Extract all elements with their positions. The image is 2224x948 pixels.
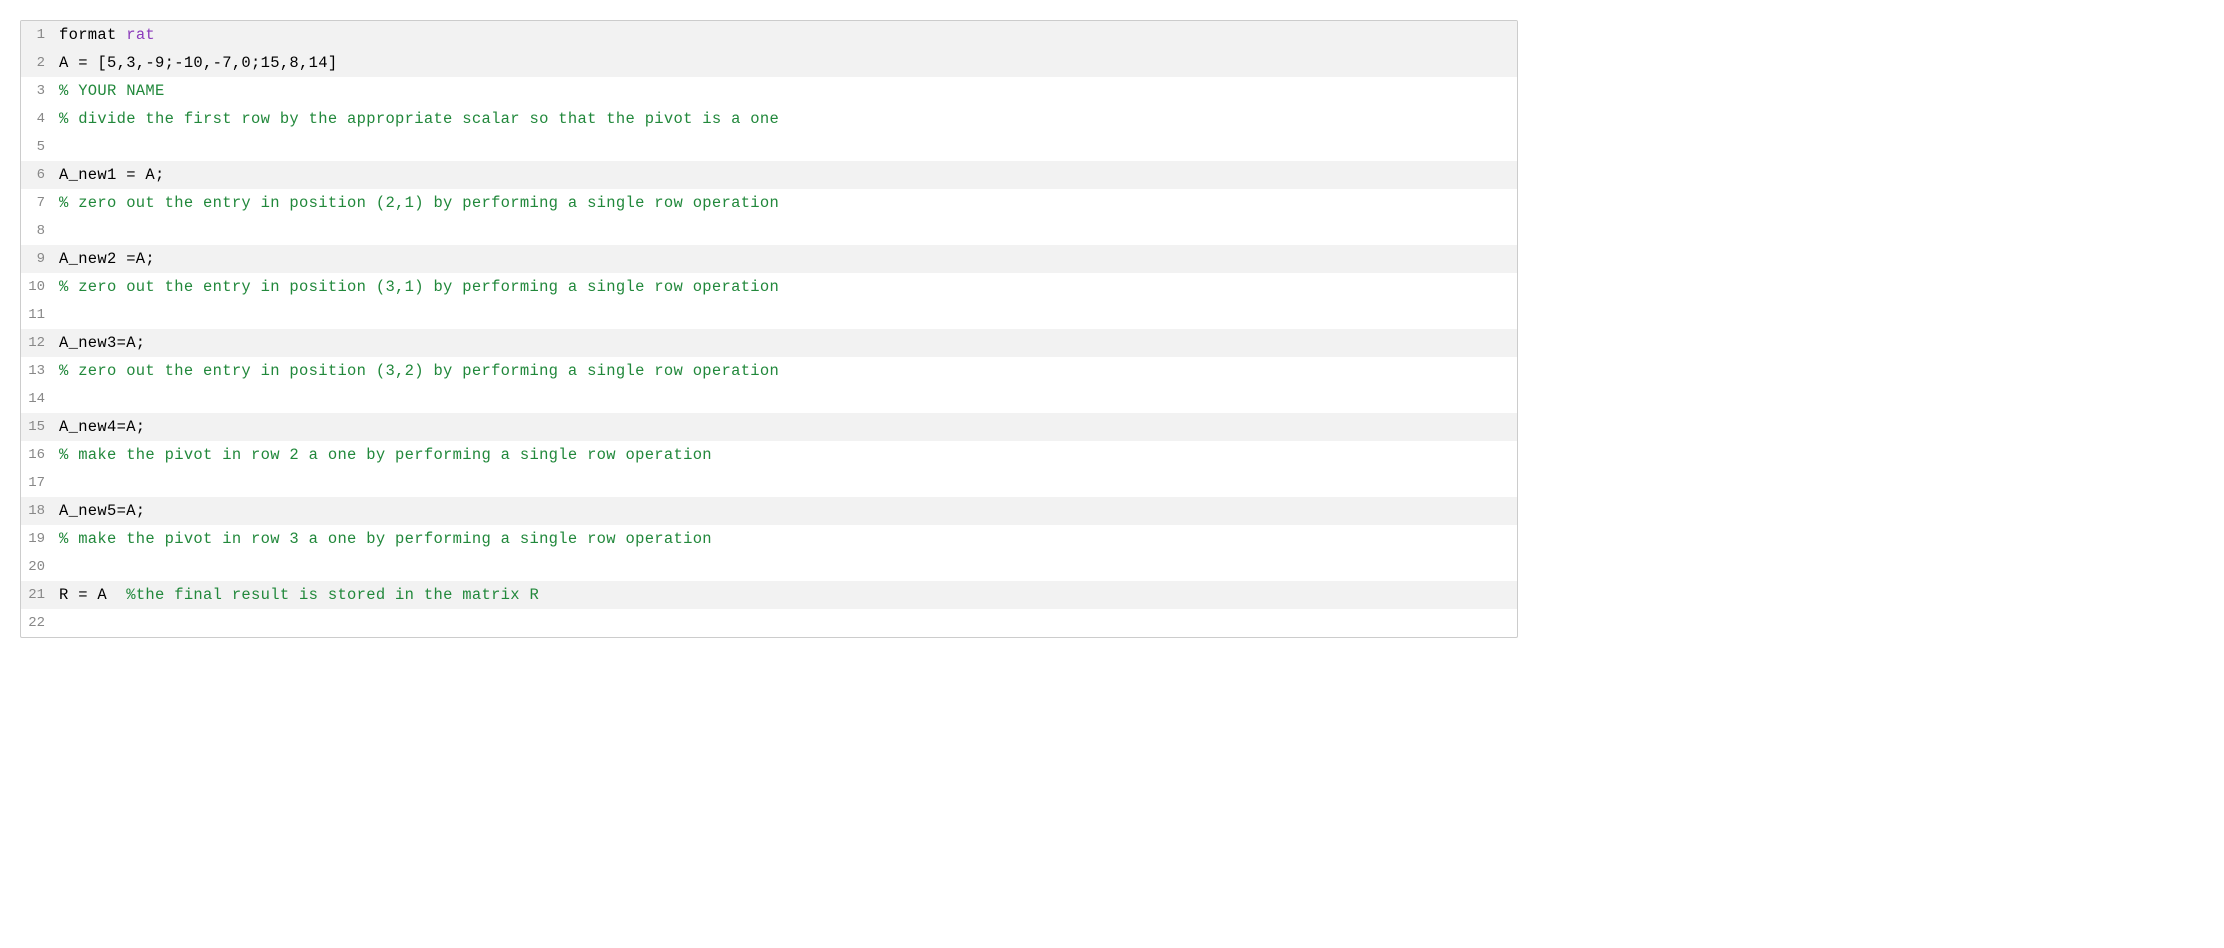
code-token-default: A_new1 = A; [59, 166, 165, 184]
line-number: 4 [21, 105, 53, 133]
code-line[interactable]: 13 % zero out the entry in position (3,2)… [21, 357, 1517, 385]
code-token-keyword: rat [126, 26, 155, 44]
code-line[interactable]: 16 % make the pivot in row 2 a one by per… [21, 441, 1517, 469]
line-content[interactable] [53, 133, 1517, 161]
line-content[interactable]: % YOUR NAME [53, 77, 1517, 105]
code-line[interactable]: 17 [21, 469, 1517, 497]
line-number: 20 [21, 553, 53, 581]
code-line[interactable]: 2 A = [5,3,-9;-10,-7,0;15,8,14] [21, 49, 1517, 77]
code-token-default: A_new2 =A; [59, 250, 155, 268]
code-line[interactable]: 6 A_new1 = A; [21, 161, 1517, 189]
line-content[interactable]: % zero out the entry in position (3,1) b… [53, 273, 1517, 301]
line-number: 15 [21, 413, 53, 441]
code-line[interactable]: 9 A_new2 =A; [21, 245, 1517, 273]
code-line[interactable]: 19 % make the pivot in row 3 a one by per… [21, 525, 1517, 553]
line-number: 18 [21, 497, 53, 525]
code-token-default: format [59, 26, 126, 44]
line-content[interactable]: % make the pivot in row 2 a one by perfo… [53, 441, 1517, 469]
line-content[interactable]: R = A %the final result is stored in the… [53, 581, 1517, 609]
line-number: 16 [21, 441, 53, 469]
line-content[interactable] [53, 469, 1517, 497]
line-number: 8 [21, 217, 53, 245]
line-content[interactable] [53, 217, 1517, 245]
code-line[interactable]: 21R = A %the final result is stored in t… [21, 581, 1517, 609]
line-content[interactable]: A_new5=A; [53, 497, 1517, 525]
line-content[interactable] [53, 385, 1517, 413]
code-token-default: A = [5,3,-9;-10,-7,0;15,8,14] [59, 54, 337, 72]
code-line[interactable]: 8 [21, 217, 1517, 245]
code-token-comment: %the final result is stored in the matri… [126, 586, 539, 604]
code-editor[interactable]: 1format rat2A = [5,3,-9;-10,-7,0;15,8,14… [20, 20, 1518, 638]
code-line[interactable]: 22 [21, 609, 1517, 637]
code-line[interactable]: 11 [21, 301, 1517, 329]
line-number: 12 [21, 329, 53, 357]
line-number: 9 [21, 245, 53, 273]
code-line[interactable]: 15 A_new4=A; [21, 413, 1517, 441]
code-line[interactable]: 18 A_new5=A; [21, 497, 1517, 525]
code-token-comment: % zero out the entry in position (2,1) b… [59, 194, 779, 212]
line-number: 6 [21, 161, 53, 189]
line-number: 2 [21, 49, 53, 77]
line-content[interactable] [53, 553, 1517, 581]
code-token-comment: % zero out the entry in position (3,1) b… [59, 278, 779, 296]
line-number: 3 [21, 77, 53, 105]
line-number: 22 [21, 609, 53, 637]
line-content[interactable]: A_new4=A; [53, 413, 1517, 441]
code-line[interactable]: 1format rat [21, 21, 1517, 49]
line-content[interactable] [53, 301, 1517, 329]
line-content[interactable]: % divide the first row by the appropriat… [53, 105, 1517, 133]
line-content[interactable]: % zero out the entry in position (3,2) b… [53, 357, 1517, 385]
line-content[interactable]: format rat [53, 21, 1517, 49]
code-token-comment: % make the pivot in row 2 a one by perfo… [59, 446, 712, 464]
line-content[interactable]: A = [5,3,-9;-10,-7,0;15,8,14] [53, 49, 1517, 77]
line-number: 17 [21, 469, 53, 497]
line-content[interactable] [53, 609, 1517, 637]
line-number: 10 [21, 273, 53, 301]
line-number: 11 [21, 301, 53, 329]
line-content[interactable]: A_new2 =A; [53, 245, 1517, 273]
line-content[interactable]: A_new1 = A; [53, 161, 1517, 189]
code-line[interactable]: 3 % YOUR NAME [21, 77, 1517, 105]
line-content[interactable]: % make the pivot in row 3 a one by perfo… [53, 525, 1517, 553]
line-content[interactable]: % zero out the entry in position (2,1) b… [53, 189, 1517, 217]
code-line[interactable]: 7 % zero out the entry in position (2,1) … [21, 189, 1517, 217]
code-line[interactable]: 10 % zero out the entry in position (3,1)… [21, 273, 1517, 301]
line-number: 13 [21, 357, 53, 385]
code-token-comment: % divide the first row by the appropriat… [59, 110, 779, 128]
line-number: 14 [21, 385, 53, 413]
code-token-comment: % YOUR NAME [59, 82, 165, 100]
code-token-default: A_new5=A; [59, 502, 145, 520]
code-line[interactable]: 4 % divide the first row by the appropria… [21, 105, 1517, 133]
line-number: 1 [21, 21, 53, 49]
code-token-comment: % make the pivot in row 3 a one by perfo… [59, 530, 712, 548]
line-number: 19 [21, 525, 53, 553]
line-number: 21 [21, 581, 53, 609]
code-line[interactable]: 12 A_new3=A; [21, 329, 1517, 357]
line-content[interactable]: A_new3=A; [53, 329, 1517, 357]
code-token-default: A_new4=A; [59, 418, 145, 436]
code-token-default: A_new3=A; [59, 334, 145, 352]
code-token-default: R = A [59, 586, 126, 604]
line-number: 7 [21, 189, 53, 217]
code-line[interactable]: 20 [21, 553, 1517, 581]
code-line[interactable]: 5 [21, 133, 1517, 161]
code-line[interactable]: 14 [21, 385, 1517, 413]
line-number: 5 [21, 133, 53, 161]
code-token-comment: % zero out the entry in position (3,2) b… [59, 362, 779, 380]
